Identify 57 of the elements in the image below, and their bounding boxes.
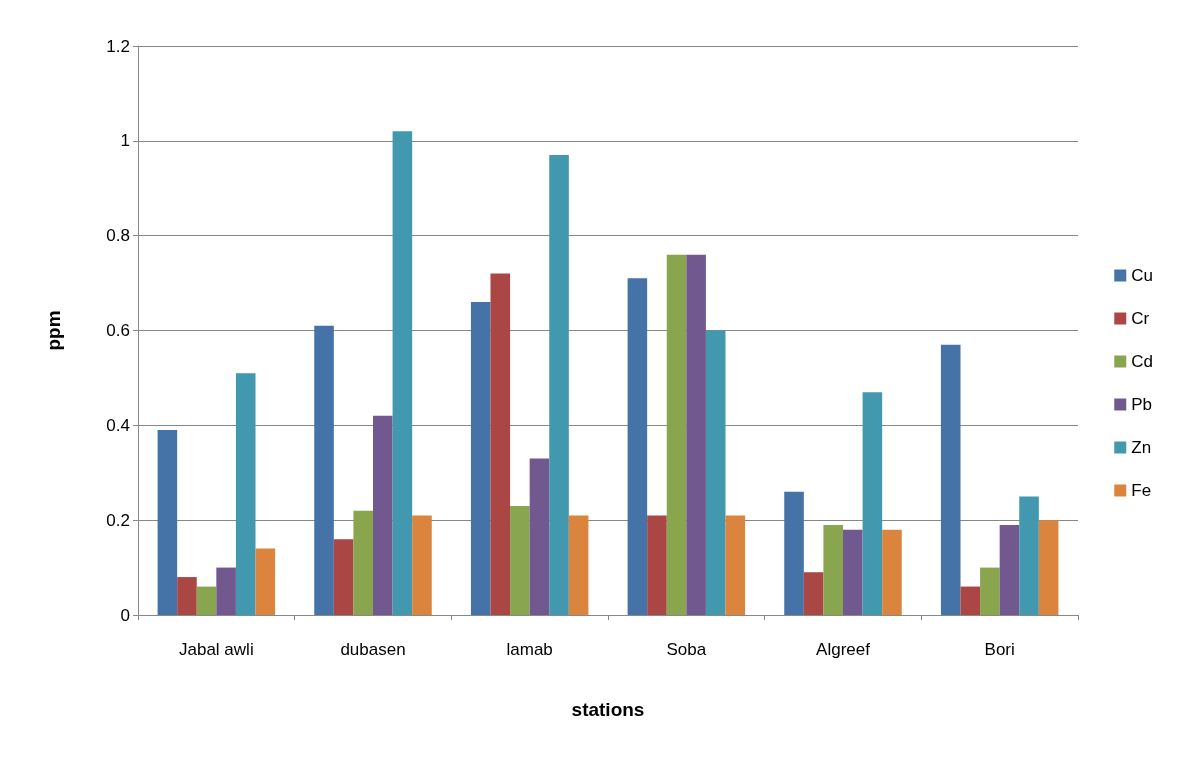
y-axis-title: ppm (43, 310, 64, 351)
bar (549, 155, 569, 615)
y-tick-label: 0.6 (106, 321, 130, 340)
bar (568, 515, 589, 615)
bar (216, 567, 236, 615)
bar (470, 302, 491, 615)
bar (980, 567, 1000, 615)
bar (157, 430, 178, 615)
bar (940, 344, 961, 615)
x-tick-label: Bori (984, 640, 1015, 659)
bar (333, 539, 354, 615)
bar (314, 325, 334, 615)
x-tick-label: Jabal awli (179, 640, 254, 659)
y-tick-label: 1 (120, 131, 130, 151)
bar (666, 254, 687, 615)
bar (373, 415, 393, 615)
bar (196, 586, 217, 615)
legend-label: Pb (1131, 395, 1153, 414)
y-tick-label: 0.2 (106, 510, 130, 530)
bar (882, 529, 902, 615)
legend-label: Cd (1131, 352, 1153, 371)
x-axis-title: stations (571, 699, 645, 720)
bar (647, 515, 667, 615)
bar (490, 273, 511, 615)
bar (627, 278, 648, 615)
bar (177, 577, 197, 615)
bar (392, 131, 413, 615)
bar (1019, 496, 1039, 615)
bar (412, 515, 432, 615)
y-tick-label: 0.8 (106, 226, 130, 246)
x-tick-label: Soba (666, 640, 707, 659)
bar (999, 524, 1020, 615)
x-tick-label: dubasen (340, 640, 406, 659)
y-tick-label: 0 (120, 605, 130, 625)
legend-label: Cr (1131, 309, 1150, 328)
bar (823, 524, 843, 615)
bar (843, 529, 863, 615)
bar (529, 458, 550, 615)
bar (510, 505, 530, 615)
bar (235, 373, 256, 615)
legend-label: Fe (1131, 481, 1152, 500)
bar (803, 572, 824, 615)
x-tick-label: lamab (506, 640, 553, 659)
bar (1038, 520, 1059, 615)
bar (353, 510, 373, 615)
bar (705, 330, 726, 615)
y-tick-label: 1.2 (106, 36, 130, 56)
bar (255, 548, 276, 615)
bar (862, 392, 883, 615)
bar (784, 491, 804, 615)
x-tick-label: Algreef (816, 640, 871, 659)
legend-label: Cu (1131, 266, 1153, 285)
legend-label: Zn (1131, 438, 1152, 457)
bar (686, 254, 706, 615)
bar (725, 515, 746, 615)
y-tick-label: 0.4 (106, 415, 130, 435)
bar (960, 586, 981, 615)
